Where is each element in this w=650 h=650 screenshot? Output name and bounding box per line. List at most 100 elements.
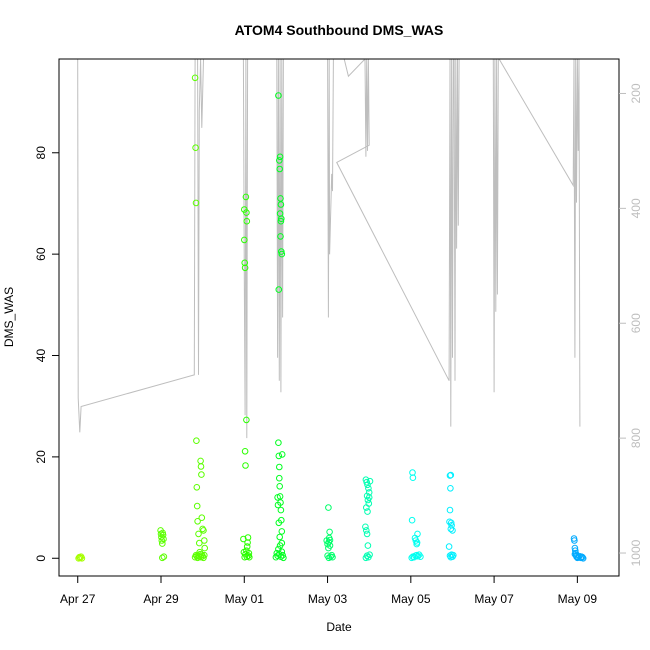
data-point xyxy=(199,525,206,533)
data-point xyxy=(197,463,205,470)
data-point xyxy=(196,548,203,556)
data-point xyxy=(243,553,251,561)
data-point xyxy=(446,506,454,514)
data-point xyxy=(197,457,204,465)
data-point xyxy=(160,535,167,543)
altitude-line xyxy=(77,59,581,439)
data-point xyxy=(243,209,250,216)
data-point xyxy=(276,463,283,471)
data-point xyxy=(276,165,284,173)
data-point xyxy=(409,474,417,482)
data-point xyxy=(277,201,285,208)
data-point xyxy=(413,539,421,546)
data-point xyxy=(447,471,455,479)
x-tick-label: May 03 xyxy=(308,592,348,606)
y-tick-label: 40 xyxy=(34,349,48,363)
data-point xyxy=(198,514,206,522)
data-point xyxy=(364,508,371,515)
data-point xyxy=(276,474,283,482)
data-point xyxy=(414,552,422,560)
data-point xyxy=(276,483,284,490)
data-point xyxy=(243,543,251,550)
chart-title: ATOM4 Southbound DMS_WAS xyxy=(235,22,444,38)
data-point xyxy=(241,236,248,244)
data-point xyxy=(195,530,202,538)
data-point xyxy=(193,484,201,491)
y2-tick-label: 600 xyxy=(629,313,643,333)
data-point xyxy=(275,439,282,447)
data-point xyxy=(579,553,586,561)
data-point xyxy=(158,533,165,541)
data-point xyxy=(192,199,200,207)
data-points-layer xyxy=(75,74,587,562)
data-point xyxy=(201,544,208,552)
y-tick-label: 60 xyxy=(34,247,48,261)
y-tick-label: 20 xyxy=(34,450,48,464)
data-point xyxy=(274,501,282,509)
y-tick-label: 0 xyxy=(34,555,48,562)
data-point xyxy=(275,452,283,460)
data-point xyxy=(278,215,285,222)
data-point xyxy=(244,539,251,546)
data-point xyxy=(277,217,285,225)
data-point xyxy=(201,537,208,544)
data-point xyxy=(193,437,200,445)
y2-axis: 200 400 600 800 1000 xyxy=(619,83,643,566)
data-point xyxy=(326,542,334,549)
data-point xyxy=(366,477,374,485)
plot-frame xyxy=(58,58,620,577)
data-point xyxy=(246,553,253,561)
data-point xyxy=(329,553,336,561)
data-point xyxy=(278,451,286,458)
data-point xyxy=(445,543,453,550)
data-point xyxy=(277,506,285,514)
data-point xyxy=(325,504,332,511)
x-tick-label: Apr 29 xyxy=(143,592,179,606)
data-point xyxy=(193,502,201,510)
data-point xyxy=(364,542,372,549)
data-point xyxy=(243,416,250,424)
data-point xyxy=(274,552,281,560)
data-point xyxy=(240,535,247,543)
data-point xyxy=(277,233,284,240)
data-point xyxy=(243,217,251,225)
data-point xyxy=(280,554,287,562)
data-point xyxy=(571,537,578,544)
x-axis-label: Date xyxy=(326,620,352,634)
data-point xyxy=(240,548,248,556)
data-point xyxy=(413,551,421,559)
data-point xyxy=(408,516,416,524)
data-point xyxy=(241,259,248,267)
data-point xyxy=(277,195,284,202)
data-point xyxy=(194,518,201,525)
x-tick-label: May 09 xyxy=(558,592,598,606)
data-point xyxy=(408,554,416,562)
data-point xyxy=(278,528,286,535)
data-point xyxy=(276,157,283,164)
data-point xyxy=(362,523,369,531)
data-point xyxy=(159,540,166,547)
data-point xyxy=(447,525,455,533)
x-tick-label: May 05 xyxy=(391,592,431,606)
data-point xyxy=(241,448,249,455)
data-point xyxy=(201,551,208,559)
data-point xyxy=(363,530,371,538)
data-point xyxy=(450,551,457,559)
data-point xyxy=(242,193,250,201)
x-tick-label: May 01 xyxy=(225,592,265,606)
data-point xyxy=(241,264,249,272)
data-point xyxy=(159,554,166,562)
data-point xyxy=(363,527,370,534)
data-point xyxy=(159,531,167,539)
data-point xyxy=(579,555,587,562)
y-axis: 0 20 40 60 80 xyxy=(34,146,59,562)
data-point xyxy=(160,553,168,561)
y-tick-label: 80 xyxy=(34,146,48,160)
data-point xyxy=(572,547,579,555)
data-point xyxy=(242,462,249,469)
data-point xyxy=(278,548,286,556)
data-point xyxy=(244,534,252,541)
data-point xyxy=(278,248,285,255)
data-point xyxy=(414,530,421,538)
